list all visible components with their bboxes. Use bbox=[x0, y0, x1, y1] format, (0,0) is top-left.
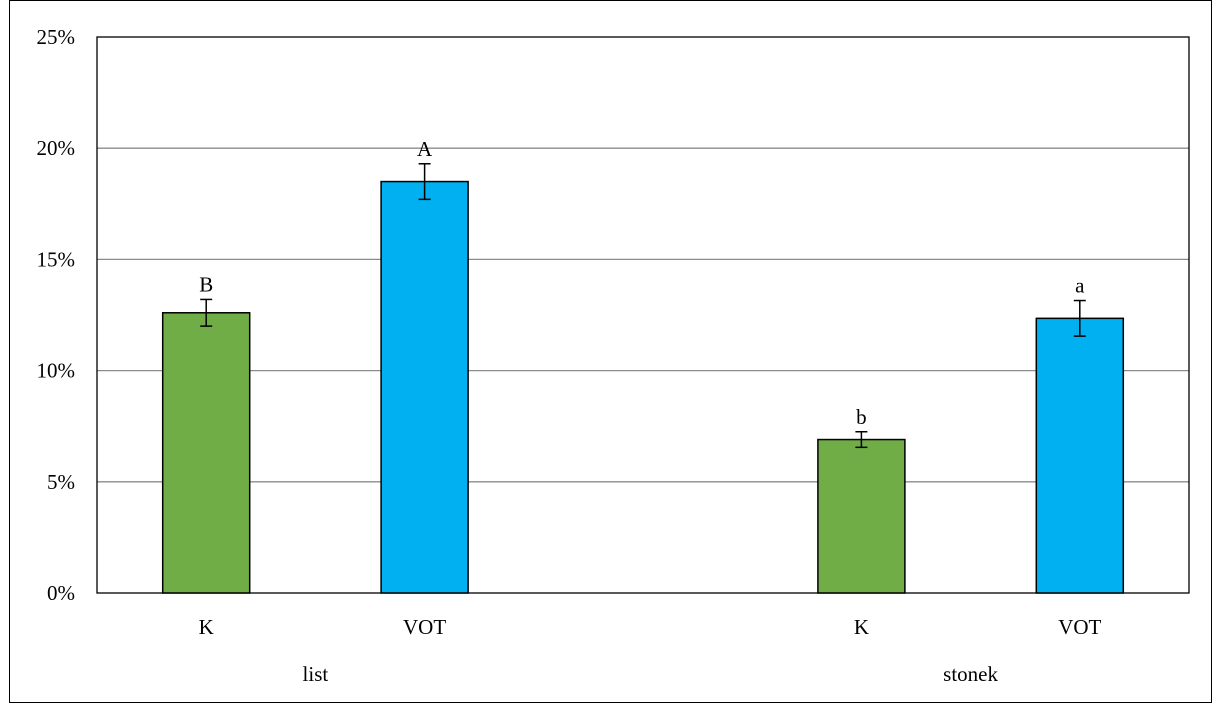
significance-letter: b bbox=[856, 405, 867, 429]
bar-list-K bbox=[161, 312, 251, 594]
group-label: list bbox=[303, 662, 329, 686]
significance-letter: a bbox=[1075, 274, 1085, 298]
bar-list-VOT bbox=[380, 180, 469, 594]
plot-area-border bbox=[96, 36, 1190, 594]
y-tick-label: 20% bbox=[37, 136, 76, 160]
y-tick-label: 5% bbox=[47, 470, 75, 494]
group-label: stonek bbox=[943, 662, 998, 686]
significance-letter: A bbox=[417, 137, 433, 161]
x-tick-label: VOT bbox=[1058, 615, 1101, 639]
y-tick-label: 0% bbox=[47, 581, 75, 605]
significance-letter: B bbox=[199, 272, 213, 296]
x-tick-label: VOT bbox=[403, 615, 446, 639]
bar-stonek-K bbox=[817, 438, 906, 594]
bar-stonek-VOT bbox=[1035, 317, 1125, 594]
y-tick-label: 25% bbox=[37, 25, 76, 49]
x-tick-label: K bbox=[854, 615, 869, 639]
y-tick-label: 15% bbox=[37, 247, 76, 271]
x-tick-label: K bbox=[199, 615, 214, 639]
y-tick-label: 10% bbox=[37, 359, 76, 383]
